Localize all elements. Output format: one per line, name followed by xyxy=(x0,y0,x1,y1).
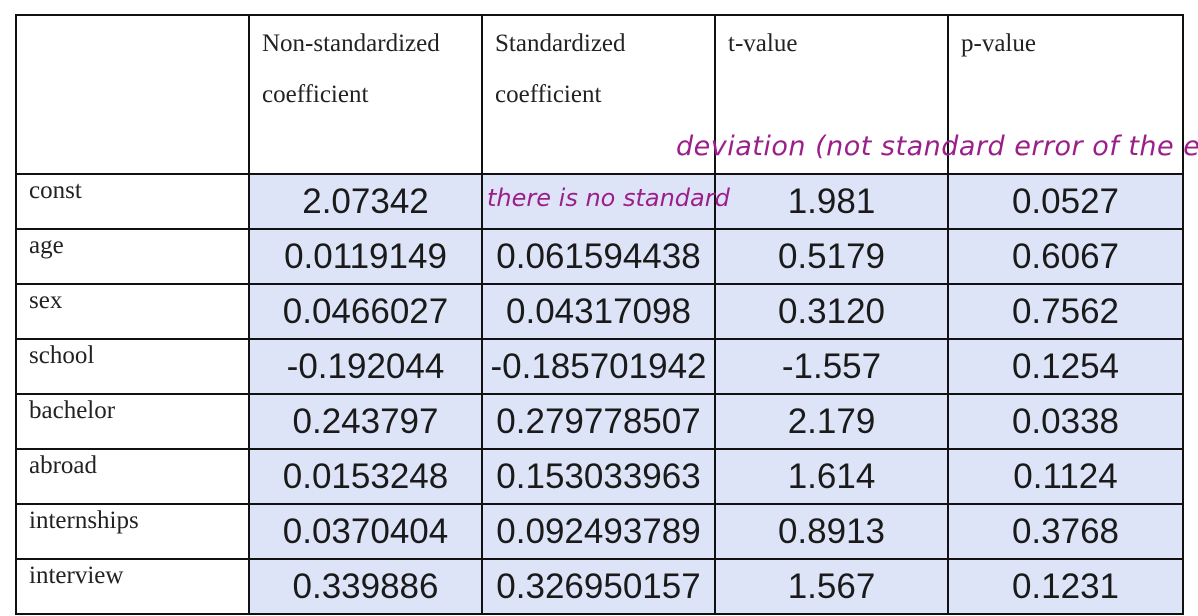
std-coef-cell: -0.185701942 xyxy=(481,338,716,395)
std-coef-cell: 0.061594438 xyxy=(481,228,716,285)
row-label: bachelor xyxy=(15,393,250,450)
std-coef-cell: 0.279778507 xyxy=(481,393,716,450)
row-label: abroad xyxy=(15,448,250,505)
t-value-cell: -1.557 xyxy=(714,338,949,395)
std-coef-cell: 0.04317098 xyxy=(481,283,716,340)
row-label: age xyxy=(15,228,250,285)
table-row: sex 0.0466027 0.04317098 0.3120 0.7562 xyxy=(15,283,1184,340)
header-p-value: p-value xyxy=(947,14,1184,175)
nonstd-coef-cell: 2.07342 xyxy=(248,173,483,230)
p-value-cell: 0.3768 xyxy=(947,503,1184,560)
row-label: interview xyxy=(15,558,250,615)
nonstd-coef-cell: 0.0153248 xyxy=(248,448,483,505)
std-coef-cell: 0.092493789 xyxy=(481,503,716,560)
t-value-cell: 0.3120 xyxy=(714,283,949,340)
t-value-cell: 1.614 xyxy=(714,448,949,505)
table-row: school -0.192044 -0.185701942 -1.557 0.1… xyxy=(15,338,1184,395)
t-value-cell: 2.179 xyxy=(714,393,949,450)
row-label: const xyxy=(15,173,250,230)
p-value-cell: 0.1124 xyxy=(947,448,1184,505)
table-row: const 2.07342 1.981 0.0527 xyxy=(15,173,1184,230)
header-nonstandardized: Non-standardized coefficient xyxy=(248,14,483,175)
std-coef-cell: 0.153033963 xyxy=(481,448,716,505)
p-value-cell: 0.7562 xyxy=(947,283,1184,340)
p-value-cell: 0.1254 xyxy=(947,338,1184,395)
std-coef-cell: 0.326950157 xyxy=(481,558,716,615)
header-t-value: t-value xyxy=(714,14,949,175)
nonstd-coef-cell: 0.0466027 xyxy=(248,283,483,340)
row-label: internships xyxy=(15,503,250,560)
nonstd-coef-cell: -0.192044 xyxy=(248,338,483,395)
handwritten-const-note: there is no standard xyxy=(487,184,730,212)
nonstd-coef-cell: 0.0119149 xyxy=(248,228,483,285)
nonstd-coef-cell: 0.339886 xyxy=(248,558,483,615)
regression-table: Non-standardized coefficient Standardize… xyxy=(15,14,1184,615)
header-row: Non-standardized coefficient Standardize… xyxy=(15,14,1184,175)
t-value-cell: 1.981 xyxy=(714,173,949,230)
header-empty xyxy=(15,14,250,175)
table-row: bachelor 0.243797 0.279778507 2.179 0.03… xyxy=(15,393,1184,450)
handwritten-header-note: deviation (not standard error of the es xyxy=(676,131,1198,162)
t-value-cell: 1.567 xyxy=(714,558,949,615)
std-coef-cell xyxy=(481,173,716,230)
nonstd-coef-cell: 0.243797 xyxy=(248,393,483,450)
t-value-cell: 0.8913 xyxy=(714,503,949,560)
table-row: abroad 0.0153248 0.153033963 1.614 0.112… xyxy=(15,448,1184,505)
table-row: internships 0.0370404 0.092493789 0.8913… xyxy=(15,503,1184,560)
regression-table-container: Non-standardized coefficient Standardize… xyxy=(15,14,1184,615)
row-label: school xyxy=(15,338,250,395)
table-row: age 0.0119149 0.061594438 0.5179 0.6067 xyxy=(15,228,1184,285)
row-label: sex xyxy=(15,283,250,340)
p-value-cell: 0.6067 xyxy=(947,228,1184,285)
t-value-cell: 0.5179 xyxy=(714,228,949,285)
p-value-cell: 0.1231 xyxy=(947,558,1184,615)
p-value-cell: 0.0338 xyxy=(947,393,1184,450)
table-row: interview 0.339886 0.326950157 1.567 0.1… xyxy=(15,558,1184,615)
nonstd-coef-cell: 0.0370404 xyxy=(248,503,483,560)
p-value-cell: 0.0527 xyxy=(947,173,1184,230)
header-standardized: Standardized coefficient xyxy=(481,14,716,175)
